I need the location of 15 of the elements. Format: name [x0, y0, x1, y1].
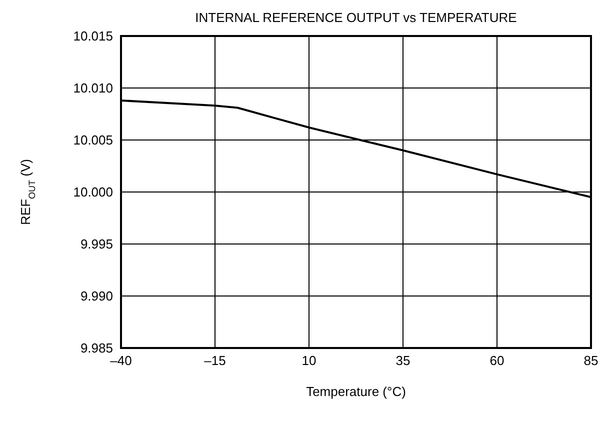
y-tick-label: 9.995 — [80, 236, 113, 252]
x-tick-label: 35 — [396, 353, 410, 368]
x-tick-label: 10 — [302, 353, 316, 368]
x-tick-label: –40 — [110, 353, 132, 368]
y-tick-label: 9.985 — [80, 340, 113, 356]
x-axis-title: Temperature (°C) — [306, 384, 406, 399]
y-tick-label: 10.005 — [73, 132, 113, 148]
y-tick-label: 9.990 — [80, 288, 113, 304]
x-tick-label: 60 — [490, 353, 504, 368]
x-tick-label: –15 — [204, 353, 226, 368]
y-tick-label: 10.000 — [73, 184, 113, 200]
y-tick-label: 10.010 — [73, 80, 113, 96]
chart-title: INTERNAL REFERENCE OUTPUT vs TEMPERATURE — [194, 10, 518, 25]
x-tick-label: 85 — [584, 353, 598, 368]
y-tick-label: 10.015 — [73, 28, 113, 44]
